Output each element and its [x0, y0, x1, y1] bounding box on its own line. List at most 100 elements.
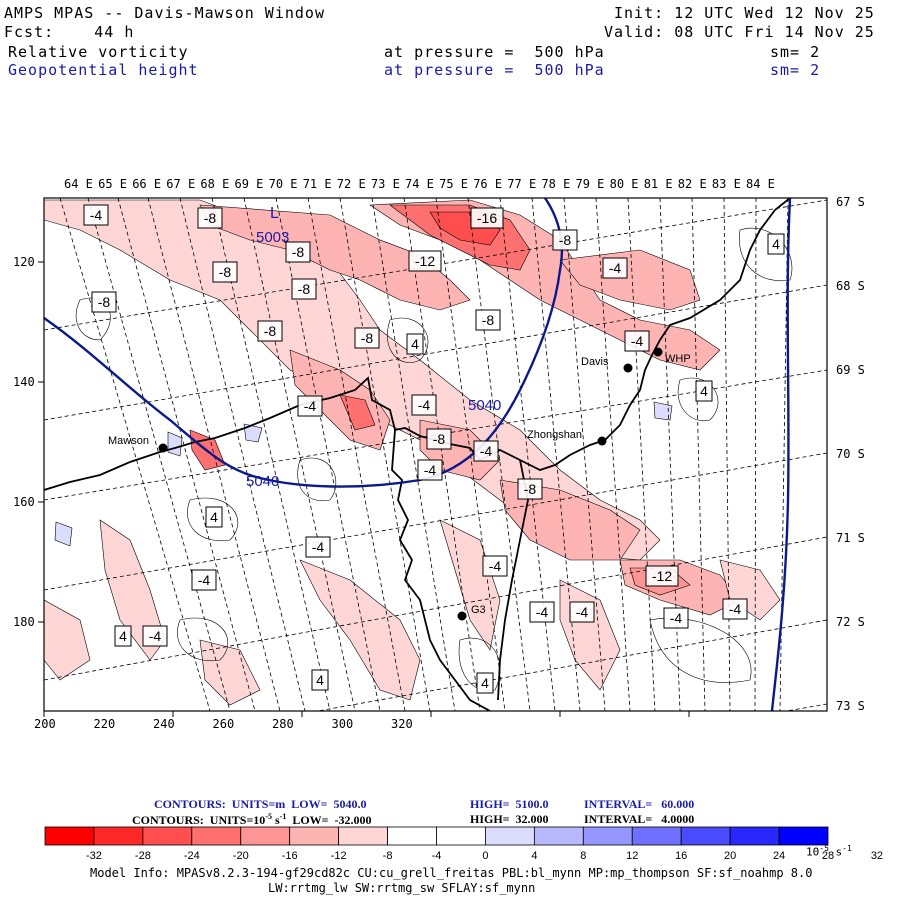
valid-time: Valid: 08 UTC Fri 14 Nov 25	[604, 23, 875, 41]
colorbar-tick-label: 4	[531, 850, 537, 862]
vorticity-label: 4	[311, 669, 329, 691]
vorticity-label-text: -8	[559, 232, 572, 248]
vorticity-label-box	[91, 291, 117, 313]
latitude-label: 71 S	[836, 531, 865, 545]
height-label: 5040	[246, 473, 279, 490]
vorticity-label-text: 4	[481, 675, 489, 691]
vorticity-label: -8	[426, 428, 452, 450]
vorticity-label: 4	[695, 380, 713, 402]
vorticity-units-exp: -5	[265, 812, 272, 821]
vorticity-label-box	[191, 569, 217, 591]
vorticity-label-box	[426, 428, 452, 450]
vorticity-label-text: -4	[304, 398, 317, 414]
vorticity-label-text: -4	[536, 604, 549, 620]
colorbar-tick-label: -16	[282, 850, 298, 862]
colorbar-swatch	[436, 826, 486, 846]
vorticity-label-text: -4	[489, 558, 502, 574]
vorticity-label-text: 4	[772, 236, 780, 252]
longitude-label: 76 E	[473, 177, 503, 191]
colorbar-units: 10-5 s-1	[806, 844, 852, 859]
vorticity-label: -4	[663, 607, 689, 629]
vorticity-label-box	[475, 309, 501, 331]
vorticity-label: -8	[285, 241, 311, 263]
vorticity-label: -8	[475, 309, 501, 331]
colorbar-tick-label: -4	[432, 850, 442, 862]
plot-frame	[43, 197, 828, 712]
vorticity-label-box	[722, 598, 748, 620]
longitude-label: 67 E	[166, 177, 196, 191]
init-time: Init: 12 UTC Wed 12 Nov 25	[614, 4, 875, 22]
colorbar-swatch	[631, 826, 682, 846]
vorticity-label-box	[569, 601, 595, 623]
vorticity-label-text: -8	[361, 330, 374, 346]
vorticity-units-s-exp: -1	[279, 812, 287, 821]
model-info-line2: LW:rrtmg_lw SW:rrtmg_sw SFLAY:sf_mynn	[268, 881, 536, 895]
station-dot-whp	[653, 347, 663, 357]
vorticity-label-text: 4	[411, 336, 419, 352]
longitude-label: 69 E	[234, 177, 264, 191]
height-contours	[44, 198, 792, 711]
vorticity-label-box	[624, 330, 650, 352]
x-axis-label: 300	[331, 717, 354, 731]
vorticity-contour-high: HIGH= 32.000	[470, 812, 549, 826]
colorbar-swatch	[485, 826, 535, 846]
y-axis-label: 120	[13, 255, 35, 269]
vorticity-label-box	[695, 380, 713, 402]
colorbar-swatch	[778, 826, 829, 846]
colorbar-tick-label: -32	[86, 850, 102, 862]
vorticity-label-text: -8	[264, 323, 277, 339]
vorticity-label: -8	[517, 478, 543, 500]
longitude-label: 79 E	[575, 177, 605, 191]
height-label: 5040	[468, 397, 501, 414]
colorbar-tick-label: 32	[871, 850, 883, 862]
title: AMPS MPAS -- Davis-Mawson Window	[4, 4, 325, 22]
vorticity-label: -4	[602, 257, 628, 279]
colorbar-swatch	[191, 826, 242, 846]
vorticity-contour-interval: INTERVAL= 4.0000	[584, 812, 695, 826]
longitude-label: 77 E	[507, 177, 537, 191]
vorticity-label-box	[285, 241, 311, 263]
colorbar-swatch	[729, 826, 780, 846]
vorticity-label-box	[602, 257, 628, 279]
vorticity-label: -8	[212, 261, 238, 283]
colorbar-tick-label: -28	[135, 850, 151, 862]
vorticity-label-text: 4	[119, 628, 127, 644]
colorbar-swatch	[142, 826, 193, 846]
latitude-label: 67 S	[836, 195, 865, 209]
vorticity-label-box	[305, 536, 331, 558]
colorbar-swatch	[338, 826, 388, 846]
station-label-mawson: Mawson	[108, 435, 149, 447]
vorticity-label: -4	[297, 395, 323, 417]
var2-level: at pressure = 500 hPa	[384, 61, 605, 79]
height-contour-info: CONTOURS: UNITS=m LOW= 5040.0	[154, 797, 367, 811]
station-dot-mawson	[158, 443, 168, 453]
map-plot-area	[44, 198, 827, 711]
latitude-label: 69 S	[836, 363, 865, 377]
vorticity-label-box	[411, 394, 437, 416]
colorbar: -32 -28 -24 -20 -16 -12 -8 -4 0 4 8 12 16 20 24 28 32	[44, 826, 883, 862]
station-dot-davis	[623, 363, 633, 373]
station-label-g3: G3	[471, 604, 486, 616]
vorticity-label-box	[354, 327, 380, 349]
vorticity-label-box	[197, 207, 223, 229]
latitude-label: 68 S	[836, 279, 865, 293]
vorticity-label: -8	[291, 278, 317, 300]
vorticity-label: -12	[645, 565, 679, 587]
latitude-label: 70 S	[836, 447, 865, 461]
colorbar-tick-label: 28	[822, 850, 834, 862]
vorticity-label-text: -8	[204, 210, 217, 226]
x-axis-label: 220	[93, 717, 116, 731]
vorticity-label-box	[406, 333, 424, 355]
longitude-label: 66 E	[132, 177, 162, 191]
var1-smoothing: sm= 2	[770, 43, 821, 61]
vorticity-label-box	[297, 395, 323, 417]
vorticity-units-label: CONTOURS: UNITS=10	[132, 813, 266, 827]
colorbar-tick-label: 0	[482, 850, 488, 862]
low-center-value: 5003	[256, 229, 289, 246]
latitude-label: 73 S	[836, 699, 865, 713]
y-axis-label: 180	[13, 615, 35, 629]
colorbar-tick-label: 16	[675, 850, 687, 862]
vorticity-label-box	[142, 625, 168, 647]
vorticity-label: -8	[91, 291, 117, 313]
var2-smoothing: sm= 2	[770, 61, 821, 79]
